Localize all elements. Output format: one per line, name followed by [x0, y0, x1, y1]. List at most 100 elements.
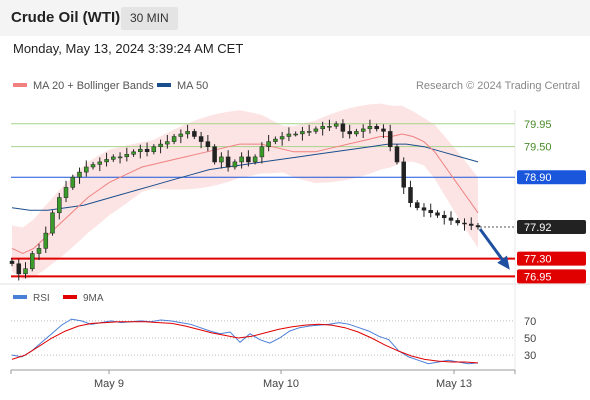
bollinger-band	[12, 103, 478, 280]
bear-candle	[448, 217, 454, 221]
level-label-box	[517, 251, 586, 266]
bear-candle	[428, 210, 433, 214]
bear-candle	[455, 220, 460, 224]
ma50-swatch	[157, 83, 171, 88]
bear-candle	[205, 141, 211, 147]
bear-candle	[441, 215, 447, 219]
bear-candle	[225, 156, 231, 168]
ma50-line	[11, 143, 479, 211]
bull-candle	[333, 123, 339, 127]
bull-candle	[306, 131, 312, 133]
bull-candle	[124, 154, 130, 158]
bear-candle	[192, 131, 197, 137]
x-tick-label: May 10	[263, 378, 299, 390]
bear-candle	[381, 128, 386, 132]
bear-candle	[394, 146, 400, 163]
level-label: 78.90	[524, 172, 552, 184]
level-label: 77.30	[524, 254, 552, 266]
bull-candle	[232, 161, 238, 168]
bull-candle	[266, 141, 271, 147]
bear-candle	[9, 260, 15, 264]
bull-candle	[320, 126, 325, 130]
legend-ma50: MA 50	[157, 80, 208, 92]
bull-candle	[104, 159, 109, 163]
instrument-title: Crude Oil (WTI)	[11, 9, 121, 26]
bull-candle	[273, 138, 278, 142]
bear-candle	[246, 156, 251, 163]
bull-candle	[313, 128, 319, 132]
bear-candle	[475, 225, 481, 228]
level-label: 79.50	[524, 142, 552, 154]
bull-candle	[23, 268, 28, 275]
bull-candle	[293, 133, 298, 136]
bull-candle	[70, 176, 76, 188]
bear-candle	[374, 126, 379, 130]
bear-candle	[16, 263, 22, 275]
bull-candle	[57, 197, 62, 214]
bear-candle	[408, 187, 413, 203]
legend-rsi-ma: 9MA	[63, 293, 104, 304]
ma20-swatch	[13, 83, 27, 88]
rsi-ma-swatch	[63, 295, 77, 300]
bull-candle	[252, 156, 258, 163]
bull-candle	[354, 131, 359, 135]
x-tick-label: May 9	[94, 378, 124, 390]
bull-candle	[138, 148, 143, 152]
bull-candle	[111, 156, 116, 160]
bear-candle	[468, 223, 474, 226]
rsi-tick-label: 70	[524, 316, 536, 328]
bull-candle	[43, 232, 49, 249]
bull-candle	[77, 171, 82, 178]
bull-candle	[131, 151, 136, 155]
timestamp: Monday, May 13, 2024 3:39:24 AM CET	[13, 41, 244, 56]
bull-candle	[286, 133, 292, 137]
bear-candle	[401, 161, 406, 188]
bull-candle	[97, 161, 103, 165]
rsi-ma-line	[11, 321, 479, 364]
x-tick-label: May 13	[436, 378, 472, 390]
level-label: 79.95	[524, 119, 552, 131]
ma50-label: MA 50	[177, 80, 209, 92]
level-label: 76.95	[524, 271, 552, 283]
ma20-line	[11, 133, 479, 255]
bull-candle	[117, 156, 123, 159]
level-label-box	[517, 170, 586, 185]
level-label: 77.92	[524, 222, 552, 234]
bear-candle	[387, 131, 393, 147]
chart-header: Crude Oil (WTI) 30 MIN	[0, 0, 590, 36]
bull-candle	[30, 253, 35, 270]
bull-candle	[279, 136, 285, 140]
ma20-label: MA 20 + Bollinger Bands	[33, 80, 154, 92]
timeframe-button[interactable]: 30 MIN	[121, 7, 178, 30]
bear-candle	[414, 202, 420, 208]
rsi-swatch	[13, 295, 27, 300]
bull-candle	[300, 131, 305, 135]
bear-candle	[347, 131, 352, 135]
bull-candle	[367, 126, 373, 130]
credit-text: Research © 2024 Trading Central	[415, 80, 580, 92]
rsi-ma-label: 9MA	[83, 293, 104, 304]
forecast-arrow-head	[497, 255, 510, 270]
bull-candle	[36, 248, 42, 254]
bull-candle	[63, 187, 69, 198]
bull-candle	[219, 156, 224, 163]
bear-candle	[462, 222, 467, 225]
bear-candle	[198, 136, 204, 142]
bear-candle	[144, 148, 150, 152]
bull-candle	[165, 141, 170, 145]
level-label-box	[517, 269, 586, 284]
bull-candle	[84, 166, 89, 173]
bear-candle	[421, 207, 427, 211]
bull-candle	[185, 131, 190, 135]
bull-candle	[360, 128, 366, 132]
bull-candle	[151, 146, 157, 153]
legend-rsi: RSI	[13, 293, 50, 304]
bear-candle	[340, 123, 346, 132]
bear-candle	[212, 146, 217, 163]
bear-candle	[435, 212, 440, 216]
bull-candle	[327, 126, 332, 128]
bull-candle	[158, 143, 163, 147]
rsi-label: RSI	[33, 293, 50, 304]
level-label-box	[517, 220, 586, 235]
